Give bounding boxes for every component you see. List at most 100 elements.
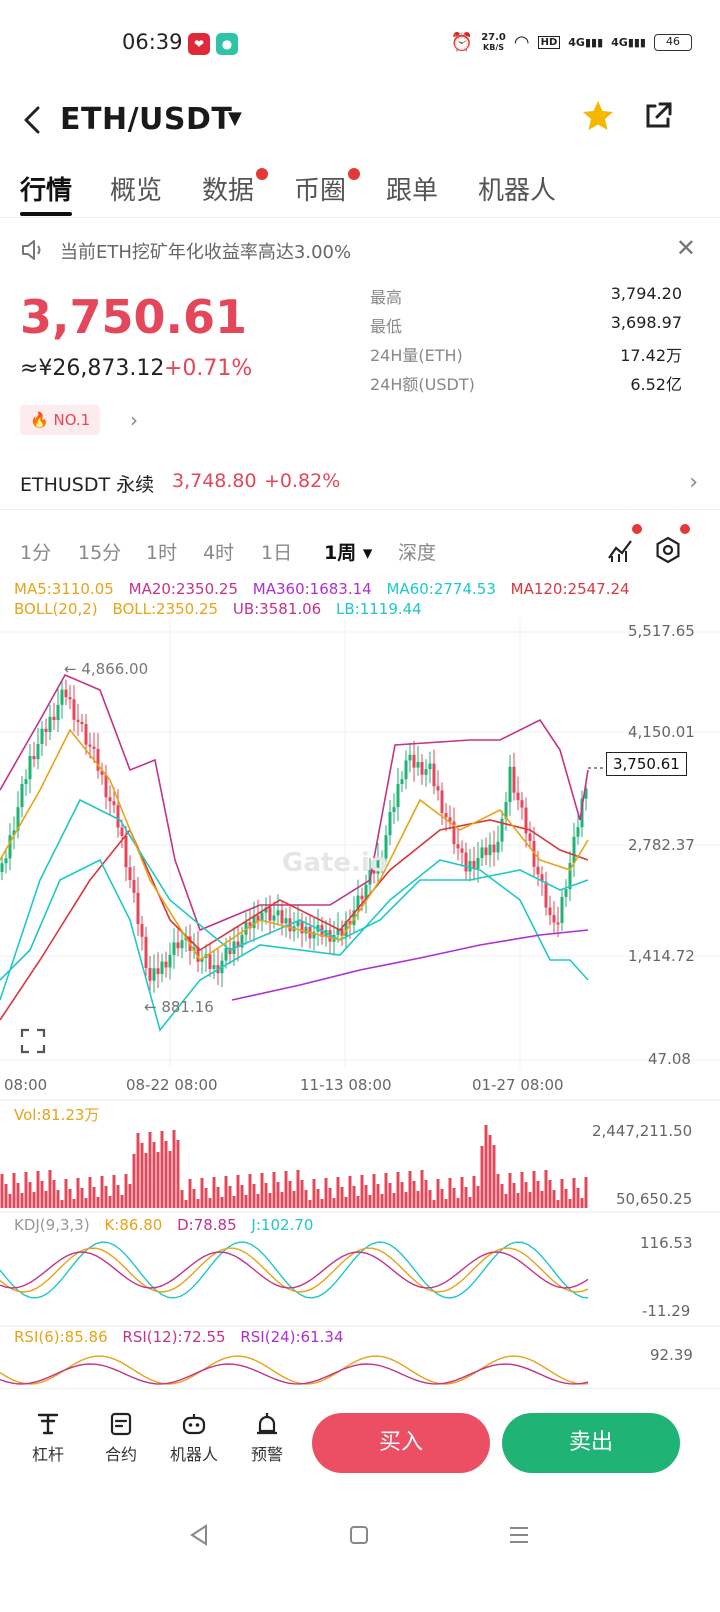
volume-bar: [524, 1182, 528, 1208]
kline-chart[interactable]: [0, 600, 720, 1390]
volume-bar: [240, 1185, 244, 1208]
buy-button[interactable]: 买入: [312, 1413, 490, 1473]
sell-button[interactable]: 卖出: [502, 1413, 680, 1473]
system-nav-bar: [0, 1500, 720, 1612]
candle-body: [140, 924, 144, 937]
pair-title[interactable]: ETH/USDT: [60, 102, 233, 137]
candle-body: [468, 860, 472, 872]
pair-dropdown-icon[interactable]: ▼: [228, 108, 242, 129]
interval-1w[interactable]: 1周 ▾: [324, 542, 373, 564]
tab-data[interactable]: 数据: [202, 176, 255, 206]
volume-bar: [8, 1194, 12, 1208]
ma5-line: [0, 728, 589, 962]
favorite-star-icon[interactable]: [580, 98, 616, 134]
interval-1m[interactable]: 1分: [20, 542, 52, 564]
leverage-icon: [37, 1413, 59, 1435]
volume-bar: [236, 1175, 240, 1208]
kdj-tick: -11.29: [642, 1302, 691, 1320]
volume-bar: [4, 1184, 8, 1208]
volume-bar: [84, 1198, 88, 1208]
tab-copy-trade[interactable]: 跟单: [386, 176, 439, 206]
indicator-icon[interactable]: [606, 536, 634, 564]
candle-body: [448, 817, 452, 822]
volume-bar: [540, 1191, 544, 1208]
last-price: 3,750.61: [20, 290, 247, 344]
chevron-right-icon[interactable]: ›: [130, 408, 138, 432]
chevron-right-icon: ›: [689, 470, 698, 495]
interval-depth[interactable]: 深度: [398, 542, 437, 564]
volume-bar: [192, 1189, 196, 1208]
candle-body: [400, 779, 404, 784]
bot-button[interactable]: 机器人: [164, 1411, 224, 1465]
kdj-tick: 116.53: [640, 1234, 693, 1252]
contract-button[interactable]: 合约: [91, 1411, 151, 1465]
announcement-bar[interactable]: 当前ETH挖矿年化收益率高达3.00% ✕: [0, 228, 720, 272]
tab-community[interactable]: 币圈: [294, 176, 347, 206]
candle-body: [556, 922, 560, 925]
volume-bar: [508, 1173, 512, 1208]
volume-bar: [176, 1140, 180, 1208]
nav-menu-icon[interactable]: [506, 1522, 532, 1548]
rank-badge[interactable]: 🔥 NO.1: [20, 405, 101, 435]
y-tick: 1,414.72: [628, 947, 695, 965]
settings-icon[interactable]: [654, 536, 682, 564]
volume-bar: [352, 1186, 356, 1208]
alarm-icon: ⏰: [450, 32, 474, 53]
close-icon[interactable]: ✕: [675, 234, 696, 262]
candle-body: [388, 812, 392, 836]
low-marker: ← 881.16: [144, 998, 214, 1016]
alert-button[interactable]: 预警: [237, 1411, 297, 1465]
volume-bar: [416, 1191, 420, 1208]
volume-bar: [404, 1192, 408, 1208]
candle-body: [96, 748, 100, 771]
candle-body: [360, 895, 364, 900]
candle-body: [412, 754, 416, 768]
interval-1h[interactable]: 1时: [146, 542, 178, 564]
candle-body: [152, 968, 156, 981]
tab-market[interactable]: 行情: [20, 176, 73, 206]
candle-body: [548, 907, 552, 916]
price-change: +0.71%: [164, 356, 253, 381]
tab-overview[interactable]: 概览: [110, 176, 163, 206]
candle-body: [60, 689, 64, 705]
wifi-icon: ◠: [513, 32, 530, 53]
perpetual-link-row[interactable]: ETHUSDT 永续 3,748.80 +0.82% ›: [0, 458, 720, 510]
volume-bar: [68, 1189, 72, 1208]
volume-bar: [224, 1176, 228, 1208]
volume-bar: [132, 1154, 136, 1208]
volume-bar: [204, 1188, 208, 1208]
volume-bar: [228, 1186, 232, 1208]
volume-bar: [160, 1131, 164, 1208]
share-icon[interactable]: [640, 98, 676, 134]
rsi-tick: 92.39: [650, 1346, 693, 1364]
candle-body: [356, 895, 360, 911]
volume-bar: [76, 1178, 80, 1208]
back-arrow-icon[interactable]: [18, 102, 48, 138]
candle-body: [508, 766, 512, 802]
volume-bar: [444, 1199, 448, 1208]
tab-data-dot-icon: [256, 168, 268, 180]
volume-bar: [388, 1183, 392, 1208]
candle-body: [420, 762, 424, 775]
volume-bar: [496, 1174, 500, 1208]
tab-bot[interactable]: 机器人: [478, 176, 557, 206]
interval-1d[interactable]: 1日: [261, 542, 293, 564]
volume-bar: [456, 1198, 460, 1208]
kdj-k-line: [0, 1247, 589, 1293]
interval-15m[interactable]: 15分: [78, 542, 122, 564]
leverage-button[interactable]: 杠杆: [18, 1411, 78, 1465]
ma360-line: [231, 929, 589, 1001]
fullscreen-icon[interactable]: [20, 1028, 46, 1054]
ma5-label: MA5:3110.05: [14, 580, 114, 598]
candle-body: [172, 942, 176, 955]
interval-4h[interactable]: 4时: [203, 542, 235, 564]
nav-home-icon[interactable]: [346, 1522, 372, 1548]
volume-bar: [568, 1199, 572, 1208]
candle-body: [48, 716, 52, 732]
candle-body: [480, 847, 484, 859]
candle-body: [436, 786, 440, 791]
candle-body: [312, 931, 316, 939]
nav-back-icon[interactable]: [186, 1522, 212, 1548]
candle-body: [512, 766, 516, 793]
contract-icon: [110, 1412, 132, 1436]
